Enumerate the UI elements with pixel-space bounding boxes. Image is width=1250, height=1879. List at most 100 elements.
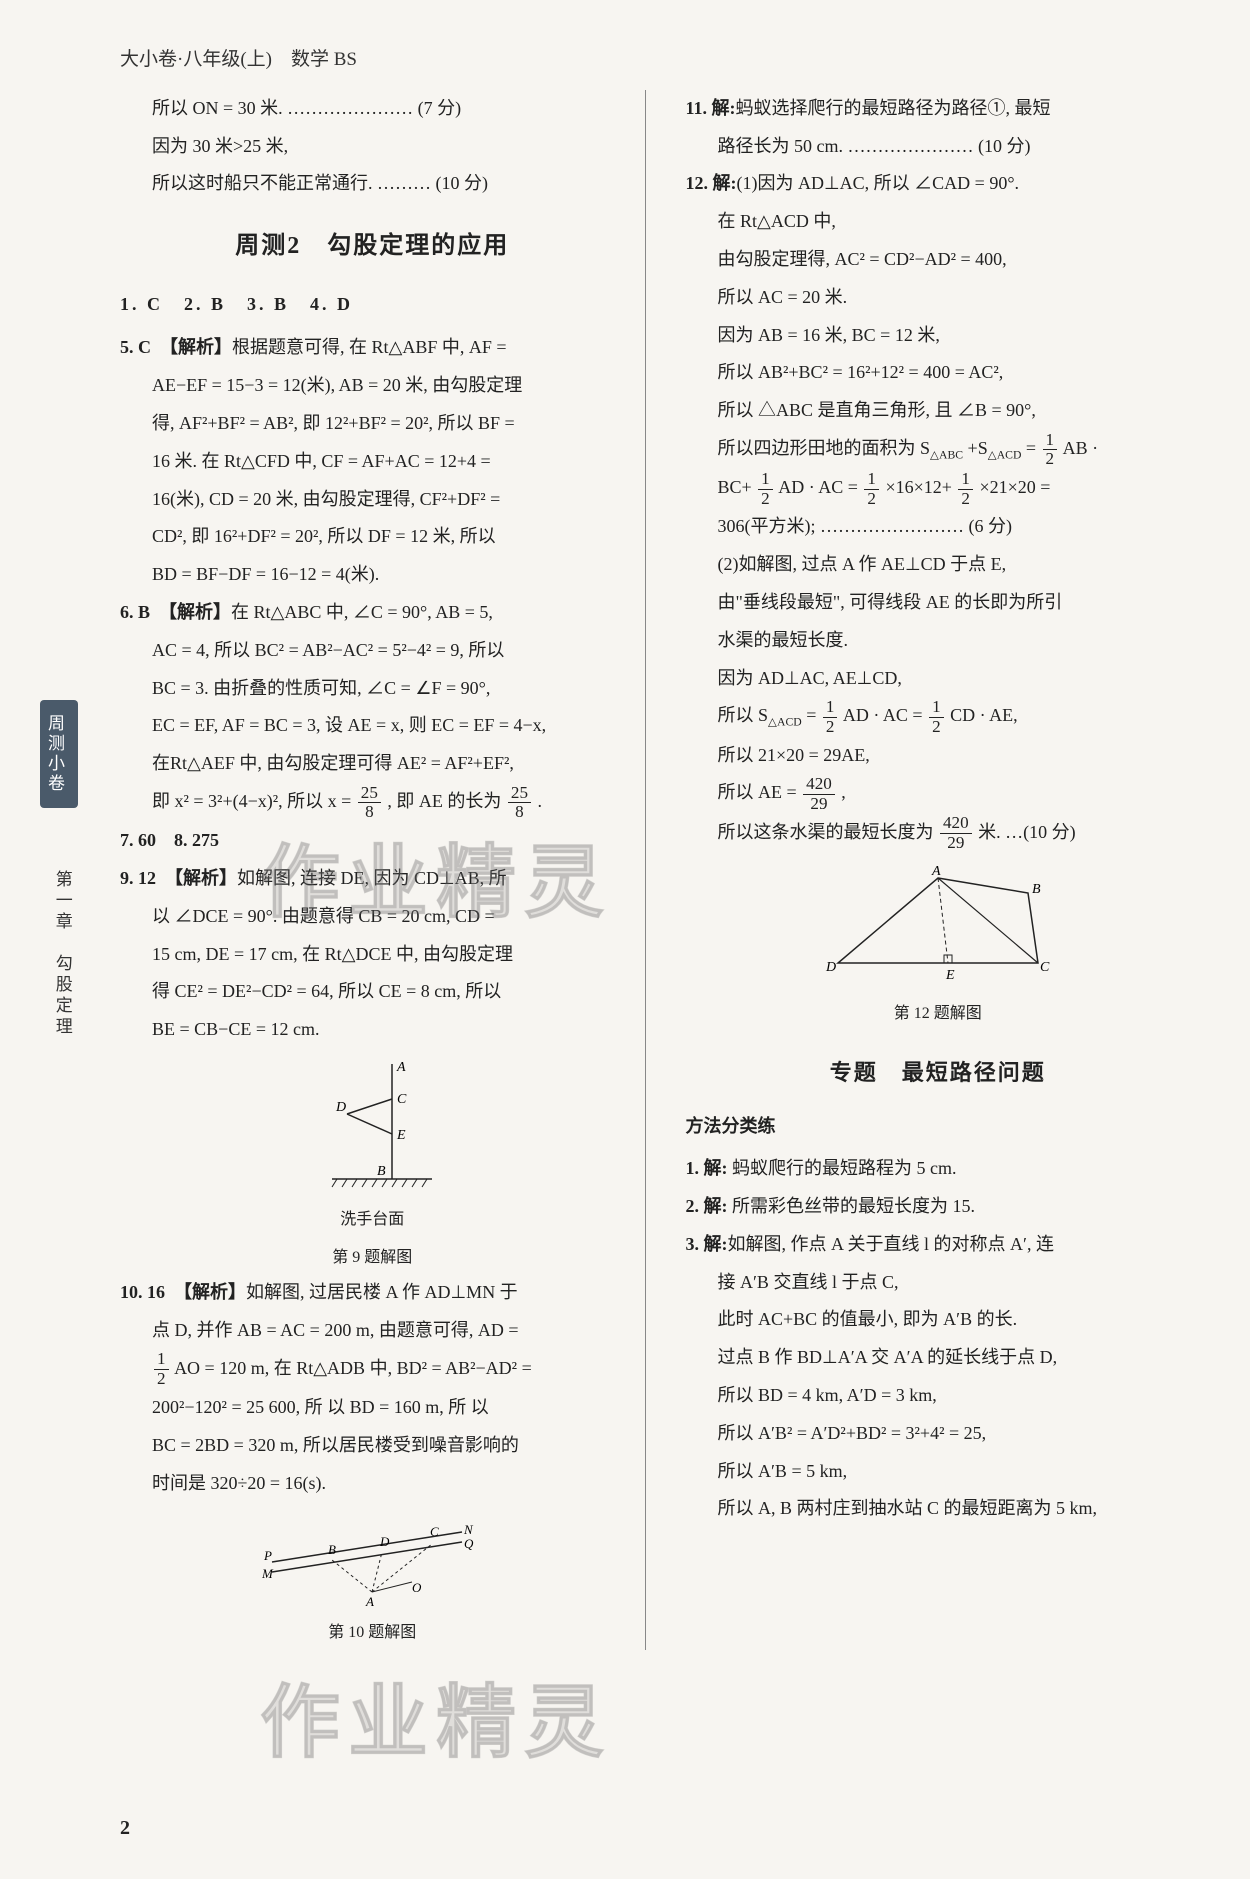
two-column-content: 所以 ON = 30 米. ………………… (7 分) 因为 30 米>25 米… <box>120 90 1190 1650</box>
frac-num: 1 <box>958 470 973 490</box>
frac-num: 1 <box>823 698 838 718</box>
p2: 2. 解: 所需彩色丝带的最短长度为 15. <box>686 1188 1191 1226</box>
svg-text:C: C <box>430 1524 439 1539</box>
svg-text:A: A <box>396 1060 406 1075</box>
q9-caption2: 第 9 题解图 <box>120 1241 625 1275</box>
frac-num: 1 <box>864 470 879 490</box>
q12-l9d: ×21×20 = <box>979 477 1050 497</box>
q5-l1: 根据题意可得, 在 Rt△ABF 中, AF = <box>232 337 507 357</box>
q6-l6: 即 x² = 3²+(4−x)², 所以 x = 258 , 即 AE 的长为 … <box>120 783 625 822</box>
frac-25-8-a: 258 <box>358 784 381 823</box>
q9-l5: BE = CB−CE = 12 cm. <box>120 1011 625 1049</box>
frac-num: 1 <box>929 698 944 718</box>
q5-l4: 16 米. 在 Rt△CFD 中, CF = AF+AC = 12+4 = <box>120 443 625 481</box>
q12-caption: 第 12 题解图 <box>686 997 1191 1031</box>
q10-l4: 200²−120² = 25 600, 所 以 BD = 160 m, 所 以 <box>120 1389 625 1427</box>
watermark-2: 作业精灵 <box>260 1640 612 1808</box>
frac-den: 8 <box>508 803 531 822</box>
q9-l3: 15 cm, DE = 17 cm, 在 Rt△DCE 中, 由勾股定理 <box>120 936 625 974</box>
p3-l2: 接 A′B 交直线 l 于点 C, <box>686 1264 1191 1302</box>
frac-1-2-f: 12 <box>929 698 944 737</box>
q10-l6: 时间是 320÷20 = 16(s). <box>120 1465 625 1503</box>
q12-l12: 由"垂线段最短", 可得线段 AE 的长即为所引 <box>686 584 1191 622</box>
svg-text:O: O <box>412 1580 422 1595</box>
frac-1-2-e: 12 <box>823 698 838 737</box>
page-header: 大小卷·八年级(上) 数学 BS <box>120 40 1190 80</box>
q9-l1: 如解图, 连接 DE, 因为 CD⊥AB, 所 <box>237 868 507 888</box>
q12-l15d: CD · AE, <box>950 705 1018 725</box>
frac-den: 2 <box>958 490 973 509</box>
frac-1-2-d: 12 <box>958 470 973 509</box>
p3-l6: 所以 A′B² = A′D²+BD² = 3²+4² = 25, <box>686 1415 1191 1453</box>
q12-l16: 所以 21×20 = 29AE, <box>686 737 1191 775</box>
svg-text:A: A <box>931 864 941 879</box>
frac-den: 2 <box>929 718 944 737</box>
q12-l9b: AD · AC = <box>778 477 862 497</box>
q9-l2: 以 ∠DCE = 90°. 由题意得 CB = 20 cm, CD = <box>120 898 625 936</box>
q12-l9c: ×16×12+ <box>885 477 951 497</box>
answers-1-4: 1. C 2. B 3. B 4. D <box>120 286 625 324</box>
q6-l6a: 即 x² = 3²+(4−x)², 所以 x = <box>152 791 356 811</box>
svg-text:B: B <box>1032 882 1041 897</box>
p3-l1: 如解图, 作点 A 关于直线 l 的对称点 A′, 连 <box>728 1234 1054 1254</box>
q12-l15b: = <box>806 705 821 725</box>
q6-l6c: . <box>537 791 542 811</box>
q7-q8: 7. 60 8. 275 <box>120 822 625 860</box>
q12-diagram: A B C D E <box>818 863 1058 993</box>
svg-text:Q: Q <box>464 1536 474 1551</box>
q9-caption1: 洗手台面 <box>120 1203 625 1237</box>
frac-den: 2 <box>758 490 773 509</box>
frac-num: 25 <box>508 784 531 804</box>
q6-l2: AC = 4, 所以 BC² = AB²−AC² = 5²−4² = 9, 所以 <box>120 632 625 670</box>
q10-l1: 如解图, 过居民楼 A 作 AD⊥MN 于 <box>246 1282 518 1302</box>
page-number: 2 <box>120 1807 130 1849</box>
q9-line1: 9. 12 【解析】如解图, 连接 DE, 因为 CD⊥AB, 所 <box>120 860 625 898</box>
frac-420-29-a: 42029 <box>803 775 835 814</box>
q12-l18a: 所以这条水渠的最短长度为 <box>718 822 934 842</box>
q11-l1: 蚂蚁选择爬行的最短路径为路径①, 最短 <box>736 98 1051 118</box>
q10-head: 10. 16 【解析】 <box>120 1282 246 1302</box>
q6-l5: 在Rt△AEF 中, 由勾股定理可得 AE² = AF²+EF², <box>120 745 625 783</box>
svg-text:D: D <box>825 960 836 975</box>
q5-l7: BD = BF−DF = 16−12 = 4(米). <box>120 556 625 594</box>
frac-den: 29 <box>803 795 835 814</box>
q6-l6b: , 即 AE 的长为 <box>387 791 501 811</box>
frac-num: 420 <box>940 814 972 834</box>
frac-1-2-c: 12 <box>864 470 879 509</box>
q9-l4: 得 CE² = DE²−CD² = 64, 所以 CE = 8 cm, 所以 <box>120 973 625 1011</box>
svg-text:C: C <box>1040 960 1050 975</box>
svg-text:M: M <box>262 1566 274 1581</box>
q12-l17a: 所以 AE = <box>718 782 802 802</box>
q12-l18: 所以这条水渠的最短长度为 42029 米. …(10 分) <box>686 814 1191 853</box>
q10-caption: 第 10 题解图 <box>120 1616 625 1650</box>
p1: 1. 解: 1. 解: 蚂蚁爬行的最短路程为 5 cm.蚂蚁爬行的最短路程为 5… <box>686 1150 1191 1188</box>
q12-l3: 由勾股定理得, AC² = CD²−AD² = 400, <box>686 241 1191 279</box>
p3-l4: 过点 B 作 BD⊥A′A 交 A′A 的延长线于点 D, <box>686 1339 1191 1377</box>
svg-text:E: E <box>945 968 955 983</box>
q12-l17b: , <box>841 782 846 802</box>
q12-l7: 所以 △ABC 是直角三角形, 且 ∠B = 90°, <box>686 392 1191 430</box>
frac-num: 1 <box>1043 431 1058 451</box>
q12-l15a: 所以 S <box>718 705 769 725</box>
q6-head: 6. B 【解析】 <box>120 602 231 622</box>
frac-den: 2 <box>823 718 838 737</box>
frac-num: 25 <box>358 784 381 804</box>
p3-l3: 此时 AC+BC 的值最小, 即为 A′B 的长. <box>686 1301 1191 1339</box>
q12-l8a: 所以四边形田地的面积为 S <box>718 438 931 458</box>
q11-l2: 路径长为 50 cm. ………………… (10 分) <box>686 128 1191 166</box>
q12-l14: 因为 AD⊥AC, AE⊥CD, <box>686 660 1191 698</box>
q12-l11: (2)如解图, 过点 A 作 AE⊥CD 于点 E, <box>686 546 1191 584</box>
q12-l2: 在 Rt△ACD 中, <box>686 203 1191 241</box>
q9-diagram: A C D E B <box>292 1059 452 1199</box>
q10-l3a: AO = 120 m, 在 Rt△ADB 中, BD² = AB²−AD² = <box>174 1358 532 1378</box>
svg-text:D: D <box>335 1100 346 1115</box>
frac-num: 420 <box>803 775 835 795</box>
q5-l6: CD², 即 16²+DF² = 20², 所以 DF = 12 米, 所以 <box>120 518 625 556</box>
frac-1-2-a: 12 <box>1043 431 1058 470</box>
q12-l6: 所以 AB²+BC² = 16²+12² = 400 = AC², <box>686 354 1191 392</box>
q11-line1: 11. 解:蚂蚁选择爬行的最短路径为路径①, 最短 <box>686 90 1191 128</box>
svg-text:A: A <box>365 1594 374 1609</box>
q6-l3: BC = 3. 由折叠的性质可知, ∠C = ∠F = 90°, <box>120 670 625 708</box>
side-tab: 周测小卷 <box>40 700 78 808</box>
method-heading: 方法分类练 <box>686 1108 1191 1146</box>
